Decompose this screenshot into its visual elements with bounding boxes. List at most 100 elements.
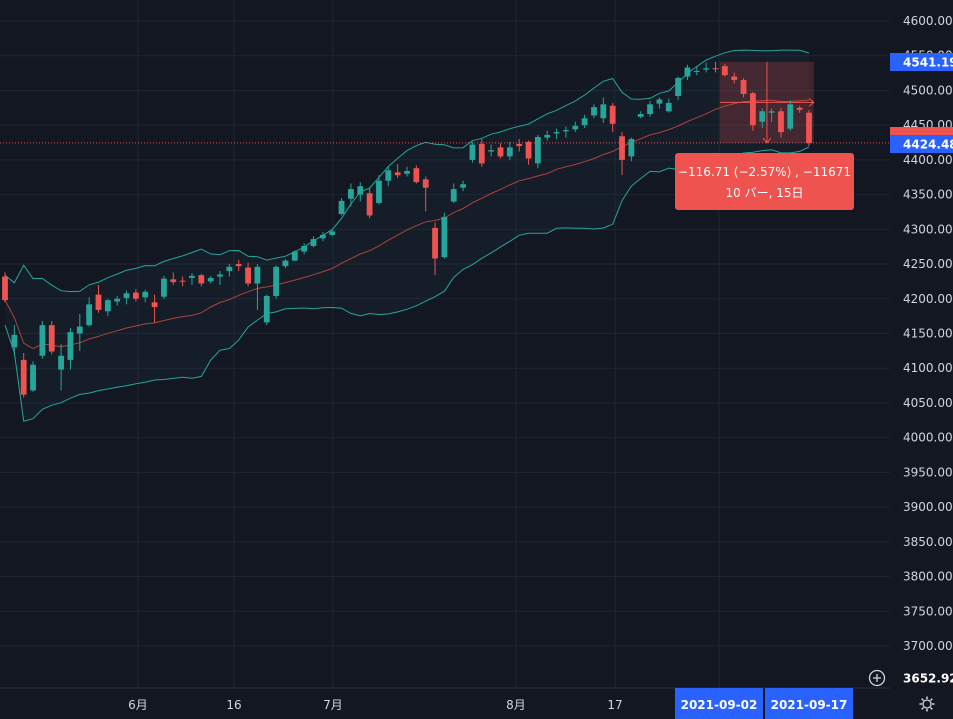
candle-body	[544, 134, 551, 138]
candle-body	[366, 193, 373, 216]
price-tick-label: 3750.00	[903, 604, 953, 618]
candle-body	[778, 111, 784, 133]
bollinger-upper-band	[4, 49, 810, 293]
price-axis-ticks: 4600.004550.004500.004450.004400.004350.…	[903, 14, 953, 653]
candle-body	[750, 93, 756, 126]
candle-body	[413, 168, 420, 183]
candle-body	[712, 68, 719, 70]
candle-body	[525, 141, 532, 159]
last-price-tag-bg	[890, 135, 953, 153]
candle-body	[67, 332, 74, 360]
candle-body	[796, 107, 803, 110]
bollinger-band-fill	[5, 50, 809, 422]
candle-body	[123, 293, 130, 299]
gear-icon-teeth	[919, 696, 935, 712]
candle-body	[469, 144, 476, 160]
low-price-tag: 3652.92	[890, 669, 953, 687]
price-tick-label: 4400.00	[903, 153, 953, 167]
time-label-aug: 8月	[506, 698, 526, 712]
price-axis[interactable]: 4600.004550.004500.004450.004400.004350.…	[890, 0, 953, 688]
candle-body	[656, 99, 663, 104]
candle-body	[806, 112, 812, 144]
candle-body	[647, 104, 653, 115]
range-end-tag-bg	[765, 688, 853, 719]
candle-body	[619, 136, 625, 160]
candle-body	[385, 170, 392, 181]
candle-body	[76, 326, 83, 334]
candle-body	[104, 300, 111, 312]
price-tick-label: 4000.00	[903, 431, 953, 445]
price-tick-label: 3800.00	[903, 570, 953, 584]
candle-body	[693, 71, 700, 72]
candle-body	[787, 104, 794, 129]
candle-body	[170, 279, 177, 283]
candle-body	[30, 364, 36, 391]
candle-body	[404, 171, 410, 174]
candle-body	[740, 80, 747, 94]
candle-body	[721, 66, 728, 76]
candle-body	[86, 304, 93, 326]
last-price-tag: 4424.48	[890, 127, 953, 153]
candle-body	[488, 150, 495, 152]
settings-button[interactable]	[919, 696, 935, 712]
candle-body	[628, 139, 635, 157]
time-axis[interactable]: 6月 16 7月 8月 17 2021-09-02 2021-09-17	[0, 687, 953, 719]
low-price-tag-text: 3652.92	[903, 672, 953, 686]
candle-body	[39, 325, 46, 356]
range-start-tag-bg	[675, 688, 763, 719]
candle-body	[441, 216, 448, 258]
candle-body	[235, 264, 242, 267]
candle-body	[563, 130, 569, 132]
candle-body	[161, 278, 167, 297]
candle-body	[497, 147, 504, 157]
candle-body	[217, 274, 223, 277]
price-tick-label: 4100.00	[903, 361, 953, 375]
high-price-tag-text: 4541.19	[903, 56, 953, 70]
candle-body	[310, 239, 317, 246]
candle-body	[20, 359, 27, 395]
grid-lines	[0, 0, 890, 688]
candle-body	[534, 136, 541, 164]
candle-body	[450, 189, 457, 202]
price-tick-label: 3900.00	[903, 500, 953, 514]
candle-body	[95, 294, 102, 310]
candlestick-series	[2, 61, 812, 398]
candle-body	[665, 102, 672, 112]
candle-body	[506, 147, 513, 157]
time-label-jul: 7月	[323, 698, 343, 712]
price-tick-label: 4350.00	[903, 188, 953, 202]
candle-body	[319, 234, 326, 239]
candle-body	[357, 186, 364, 195]
measure-tooltip-line2: 10 バー, 15日	[726, 186, 804, 200]
low-price-tag-bg	[890, 669, 953, 687]
candle-body	[263, 296, 270, 323]
price-axis-bg	[890, 0, 953, 688]
plus-circle-icon[interactable]	[868, 669, 886, 687]
candle-body	[151, 302, 158, 308]
candle-body	[422, 179, 429, 188]
candle-body	[731, 76, 738, 81]
candle-body	[282, 260, 289, 267]
candle-body	[572, 125, 579, 130]
candle-body	[338, 200, 345, 215]
candle-body	[600, 104, 607, 119]
measure-tooltip-line1: −116.71 (−2.57%) , −11671	[678, 165, 851, 179]
price-tick-label: 4600.00	[903, 14, 953, 28]
price-tick-label: 3850.00	[903, 535, 953, 549]
last-price-tag-marker	[890, 127, 953, 135]
last-price-tag-text: 4424.48	[903, 138, 953, 152]
measure-tooltip: −116.71 (−2.57%) , −11671 10 バー, 15日	[675, 153, 854, 210]
candle-body	[179, 280, 186, 282]
candle-body	[553, 132, 560, 134]
candle-body	[478, 143, 485, 164]
candle-body	[189, 275, 195, 278]
gear-icon[interactable]	[922, 699, 932, 709]
candle-body	[591, 107, 597, 116]
add-button[interactable]	[868, 669, 886, 687]
price-tick-label: 4050.00	[903, 396, 953, 410]
candle-body	[114, 298, 121, 302]
time-label-17: 17	[607, 698, 622, 712]
candle-body	[2, 276, 8, 301]
